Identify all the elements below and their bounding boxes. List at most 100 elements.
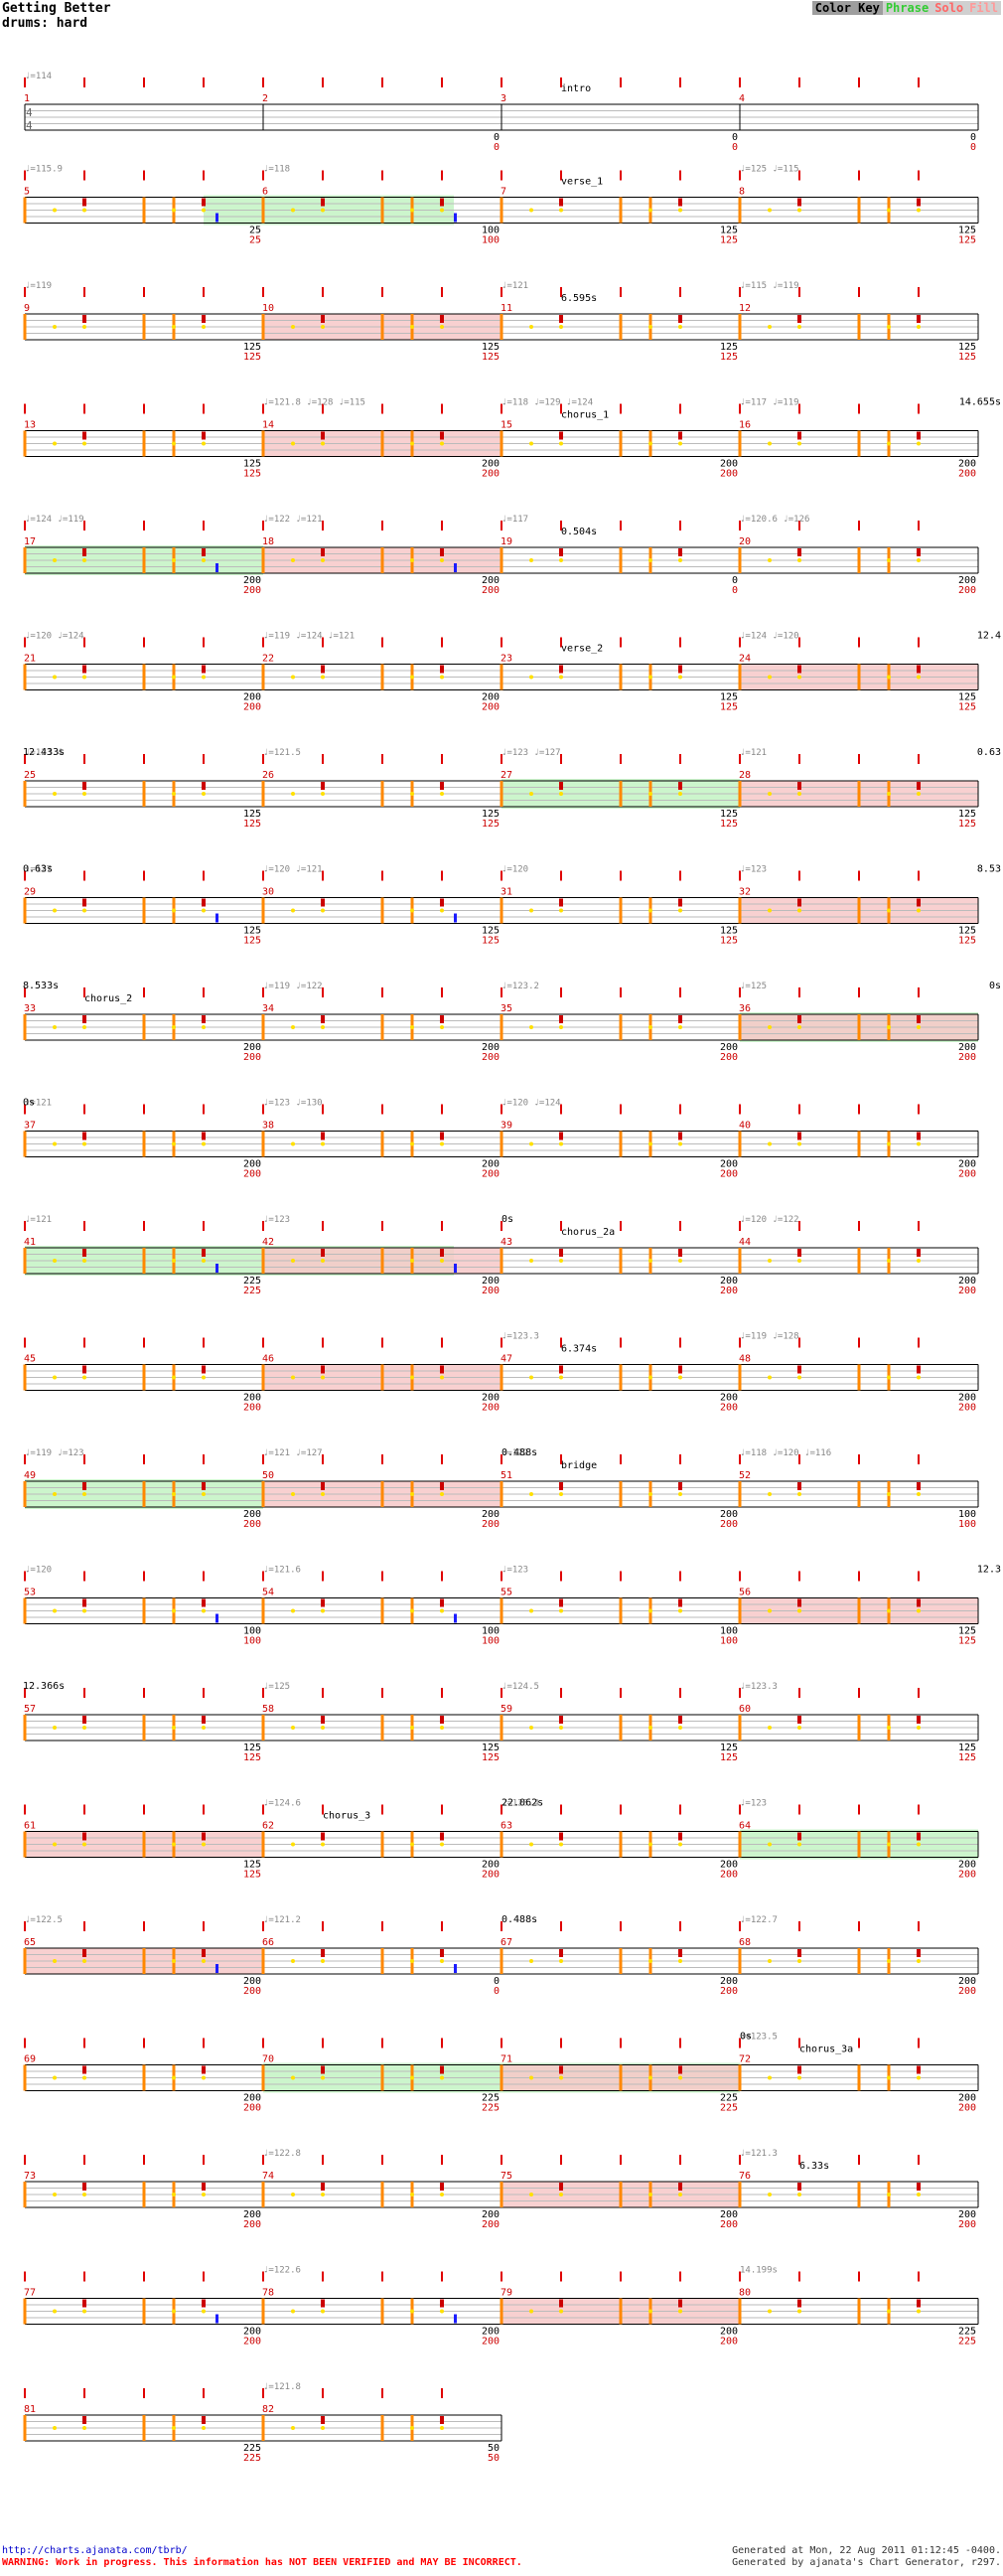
hihat-note [887,2193,891,2197]
score-total: 200 [482,1403,500,1414]
snare-note [202,898,206,907]
hihat-note [202,1259,206,1263]
hihat-note [917,2075,921,2080]
score-total: 100 [243,1636,261,1647]
hihat-note [321,1025,325,1029]
hihat-note [797,1259,801,1263]
tempo-marker: ♩=121.2 [263,1915,301,1925]
hihat-note [529,1726,533,1730]
score-total: 200 [482,1052,500,1063]
tempo-marker: ♩=125 ♩=115 [740,165,799,175]
hihat-note [529,1959,533,1963]
measure-number: 43 [501,1237,512,1248]
measure-number: 63 [501,1821,512,1832]
measure-number: 66 [262,1937,274,1948]
timer-right: 14.655s [959,397,1001,408]
measure-number: 71 [501,2054,512,2065]
hihat-note [768,1492,772,1496]
tempo-marker: ♩=121 [502,281,528,291]
hihat-note [529,1141,533,1146]
hihat-note [797,1492,801,1496]
timer-mid: 0s [502,1214,513,1225]
hihat-note [440,1842,444,1847]
measure-number: 26 [262,770,274,781]
hihat-note [440,1375,444,1380]
snare-note [321,1132,325,1140]
hihat-note [797,558,801,562]
snare-note [440,1132,444,1140]
score-total: 125 [243,936,261,947]
snare-note [202,2065,206,2074]
score-total: 200 [243,702,261,713]
snare-note [82,1365,86,1374]
hihat-note [202,441,206,446]
snare-note [202,198,206,207]
score-total: 125 [243,352,261,363]
hihat-note [797,1842,801,1847]
score-value: 200 [243,1159,261,1170]
snare-note [82,1015,86,1023]
tempo-marker: ♩=123.4 [25,748,63,758]
snare-note [678,1482,682,1490]
hihat-note [82,558,86,562]
snare-note [917,198,921,207]
hihat-note [529,2309,533,2314]
tempo-marker: ♩=124.5 [502,1682,539,1692]
snare-note [321,1598,325,1607]
score-value: 125 [958,1743,976,1753]
score-total: 200 [482,1169,500,1180]
hihat-note [887,2075,891,2080]
score-total: 125 [958,1636,976,1647]
hihat-note [529,792,533,796]
hihat-note [887,1375,891,1380]
hihat-note [648,1726,652,1730]
measure-number: 40 [739,1121,751,1132]
measure-number: 73 [24,2171,36,2182]
hihat-note [768,792,772,796]
snare-note [917,665,921,674]
generated-at: Generated at Mon, 22 Aug 2011 01:12:45 -… [732,2545,1001,2556]
measure-number: 30 [262,887,274,898]
tempo-marker: ♩=123.2 [502,982,539,991]
score-value: 200 [720,1159,738,1170]
hihat-note [410,2309,414,2314]
measure-number: 38 [262,1121,274,1132]
hihat-note [53,1608,57,1613]
tempo-marker: ♩=119 ♩=128 [740,1332,799,1342]
hihat-note [53,441,57,446]
score-total: 200 [243,585,261,596]
score-total: 225 [958,2337,976,2348]
score-value: 200 [482,1860,500,1871]
hihat-note [82,1959,86,1963]
hihat-note [53,1025,57,1029]
hihat-note [678,1375,682,1380]
hihat-note [291,2309,295,2314]
hihat-note [321,441,325,446]
hihat-note [887,1259,891,1263]
score-total: 50 [488,2453,500,2464]
source-link[interactable]: http://charts.ajanata.com/tbrb/ [2,2545,188,2556]
hihat-note [768,908,772,913]
hihat-note [678,1608,682,1613]
hihat-note [648,1141,652,1146]
score-value: 200 [958,1276,976,1287]
tempo-marker: ♩=117 [502,515,528,525]
tom-note [215,2314,218,2324]
timer-mid: 0s [740,2032,752,2043]
snare-note [559,1132,563,1140]
hihat-note [529,1492,533,1496]
hihat-note [768,325,772,329]
hihat-note [172,325,176,329]
hihat-note [172,1842,176,1847]
hihat-note [678,1141,682,1146]
snare-note [917,1716,921,1724]
hihat-note [559,325,563,329]
measure-number: 61 [24,1821,36,1832]
hihat-note [291,1259,295,1263]
score-total: 200 [720,1870,738,1881]
score-total: 100 [720,1636,738,1647]
instrument-difficulty: drums: hard [2,16,88,31]
snare-note [678,665,682,674]
snare-note [678,198,682,207]
score-value: 200 [243,2093,261,2104]
